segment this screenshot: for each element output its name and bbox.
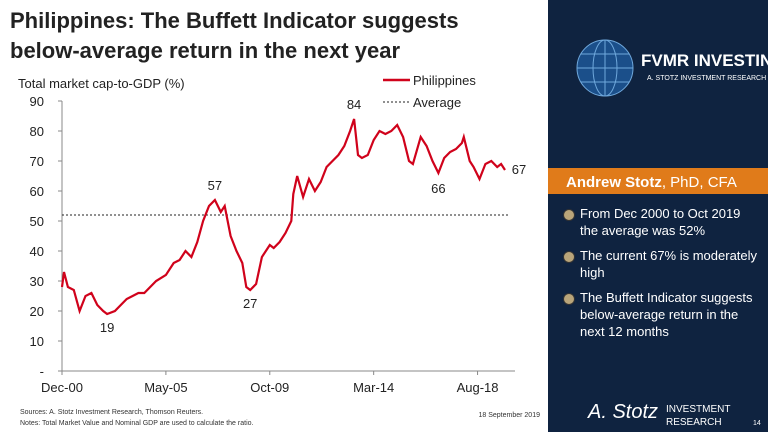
x-tick-label: May-05 (144, 380, 187, 395)
x-tick-label: Dec-00 (41, 380, 83, 395)
logo-globe (576, 39, 634, 97)
page-number: 14 (753, 420, 761, 427)
bullet-marker (563, 293, 575, 305)
y-tick-label: 40 (30, 244, 44, 259)
data-label: 57 (208, 178, 222, 193)
brand-sub: A. STOTZ INVESTMENT RESEARCH (647, 75, 766, 82)
legend-label: Philippines (413, 73, 476, 88)
bullet: From Dec 2000 to Oct 2019 the average wa… (580, 206, 741, 238)
y-tick-label: 20 (30, 304, 44, 319)
bullet: The Buffett Indicator suggests below-ave… (580, 290, 753, 339)
notes: Notes: Total Market Value and Nominal GD… (20, 420, 254, 427)
data-label: 27 (243, 296, 257, 311)
panel-graphics: FVMR INVESTING A. STOTZ INVESTMENT RESEA… (548, 39, 768, 428)
y-tick-label: 70 (30, 154, 44, 169)
chart: Total market cap-to-GDP (%) Sources: A. … (18, 73, 541, 427)
author-name: Andrew Stotz (566, 174, 662, 191)
date: 18 September 2019 (479, 412, 541, 419)
y-tick-label: - (40, 364, 44, 379)
author: Andrew Stotz, PhD, CFA (566, 174, 737, 191)
brand: FVMR INVESTING (641, 51, 768, 70)
sources: Sources: A. Stotz Investment Research, T… (20, 409, 203, 416)
legend-label: Average (413, 95, 461, 110)
sig-sub: RESEARCH (666, 417, 722, 428)
data-label: 19 (100, 320, 114, 335)
y-tick-label: 80 (30, 124, 44, 139)
title: Philippines: The Buffett Indicator sugge… (10, 8, 459, 63)
bullet: The current 67% is moderately high (580, 248, 758, 280)
series-line (60, 118, 506, 316)
data-label: 67 (512, 162, 526, 177)
y-axis-label: Total market cap-to-GDP (%) (18, 76, 185, 91)
bullet-marker (563, 209, 575, 221)
credentials: , PhD, CFA (662, 174, 737, 191)
x-tick-label: Aug-18 (457, 380, 499, 395)
data-label: 84 (347, 97, 361, 112)
y-tick-label: 60 (30, 184, 44, 199)
y-tick-label: 10 (30, 334, 44, 349)
x-tick-label: Oct-09 (250, 380, 289, 395)
y-tick-label: 30 (30, 274, 44, 289)
x-tick-label: Mar-14 (353, 380, 394, 395)
sig-sub: INVESTMENT (666, 404, 730, 415)
side-panel: FVMR INVESTING A. STOTZ INVESTMENT RESEA… (548, 0, 768, 432)
y-tick-label: 90 (30, 94, 44, 109)
signature: A. Stotz (587, 401, 658, 423)
author-band (548, 168, 768, 194)
y-tick-label: 50 (30, 214, 44, 229)
bullet-marker (563, 251, 575, 263)
data-label: 66 (431, 181, 445, 196)
